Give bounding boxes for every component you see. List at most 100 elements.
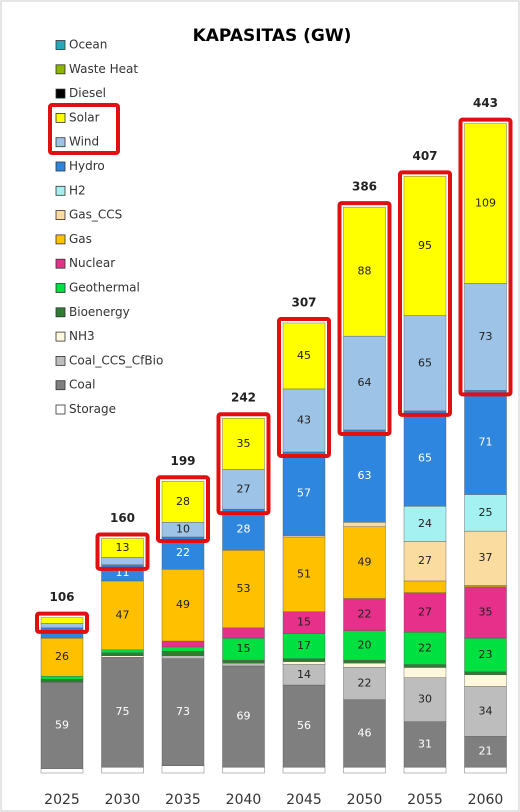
bar-segment [40, 676, 84, 680]
segment-label: 21 [479, 745, 493, 758]
legend-label: Geothermal [69, 281, 140, 295]
legend-swatch [55, 307, 66, 318]
bar-segment [464, 674, 507, 687]
bar-segment [101, 649, 144, 653]
bar-segment [282, 388, 326, 453]
segment-label: 49 [358, 556, 372, 569]
bar-segment [282, 535, 326, 538]
highlight-box [35, 611, 89, 634]
segment-label: 35 [479, 605, 493, 618]
segment-label: 59 [55, 718, 69, 731]
bar-segment [282, 633, 326, 659]
x-tick-label: 2055 [407, 792, 443, 808]
bar-segment [343, 766, 386, 774]
legend-swatch [55, 404, 66, 415]
bar-segment [222, 469, 265, 510]
highlight-box [277, 316, 331, 458]
segment-label: 46 [358, 726, 372, 739]
segment-label: 109 [475, 196, 496, 209]
x-tick-label: 2035 [165, 792, 201, 808]
segment-label: 24 [418, 517, 432, 530]
chart-title: KAPASITAS (GW) [193, 26, 352, 46]
legend-swatch [55, 185, 66, 196]
legend-label: Waste Heat [69, 62, 138, 76]
bar-segment [343, 659, 386, 664]
segment-label: 25 [479, 506, 493, 519]
segment-label: 88 [358, 265, 372, 278]
bar-segment [403, 667, 447, 678]
bar-segment [282, 322, 326, 390]
bar-segment [464, 686, 507, 737]
legend-swatch [55, 113, 66, 123]
x-tick-label: 2025 [44, 792, 80, 808]
bar-segment [282, 451, 326, 536]
segment-label: 14 [297, 668, 311, 681]
bar-segment [464, 766, 507, 774]
segment-label: 28 [176, 495, 190, 508]
bar-segment [403, 721, 447, 768]
bar-segment [161, 640, 205, 648]
segment-label: 30 [418, 693, 432, 706]
segment-label: 26 [55, 650, 69, 663]
total-label: 242 [231, 391, 256, 405]
bar-segment [40, 768, 84, 774]
segment-label: 37 [479, 551, 493, 564]
segment-label: 47 [116, 608, 130, 621]
legend-label: Nuclear [69, 256, 115, 270]
segment-label: 75 [116, 705, 130, 718]
bar-segment [222, 662, 265, 667]
legend-label: Ocean [69, 38, 107, 52]
bar-segment [282, 658, 326, 662]
legend-label: Coal_CCS_CfBio [69, 353, 163, 367]
total-label: 160 [110, 511, 135, 525]
legend-label: Solar [69, 110, 100, 124]
bar-segment [343, 662, 386, 668]
highlight-box [458, 117, 513, 397]
segment-label: 35 [237, 437, 251, 450]
bar-segment [464, 671, 507, 675]
segment-label: 64 [358, 376, 372, 389]
bar-segment [403, 766, 447, 774]
x-tick-label: 2060 [468, 792, 504, 808]
legend-swatch [55, 234, 66, 245]
segment-label: 22 [418, 641, 432, 654]
bar-segment [101, 557, 144, 566]
bar-segment [343, 699, 386, 768]
bar-segment [161, 481, 205, 523]
segment-label: 34 [479, 704, 493, 717]
segment-label: 95 [418, 239, 432, 252]
bar-segment [40, 623, 84, 629]
highlight-box [216, 412, 271, 516]
legend-label: Gas [69, 232, 92, 246]
segment-label: 53 [237, 582, 251, 595]
bar-segment [101, 655, 144, 658]
bar-segment [222, 418, 265, 470]
bar-segment [101, 580, 144, 651]
bar-segment [101, 766, 144, 774]
bar-segment [161, 765, 205, 774]
total-label: 407 [412, 149, 437, 163]
x-tick-label: 2050 [347, 792, 383, 808]
segment-label: 15 [297, 616, 311, 629]
segment-label: 71 [479, 435, 493, 448]
bar-segment [403, 315, 447, 412]
bar-segment [464, 736, 507, 768]
bar-segment [282, 536, 326, 612]
segment-label: 73 [176, 705, 190, 718]
bar-segment [403, 677, 447, 722]
legend-swatch [55, 88, 66, 99]
segment-label: 43 [297, 413, 311, 426]
highlight-box [156, 475, 210, 543]
legend-swatch [55, 331, 66, 342]
highlight-box [337, 201, 392, 436]
bar-segment [282, 766, 326, 774]
segment-label: 22 [176, 546, 190, 559]
bar-segment [161, 655, 205, 659]
segment-label: 13 [116, 541, 130, 554]
legend-swatch [55, 40, 66, 50]
bar-segment [403, 664, 447, 668]
bar-segment [161, 569, 205, 642]
highlight-box [95, 532, 150, 571]
segment-label: 56 [297, 719, 311, 732]
